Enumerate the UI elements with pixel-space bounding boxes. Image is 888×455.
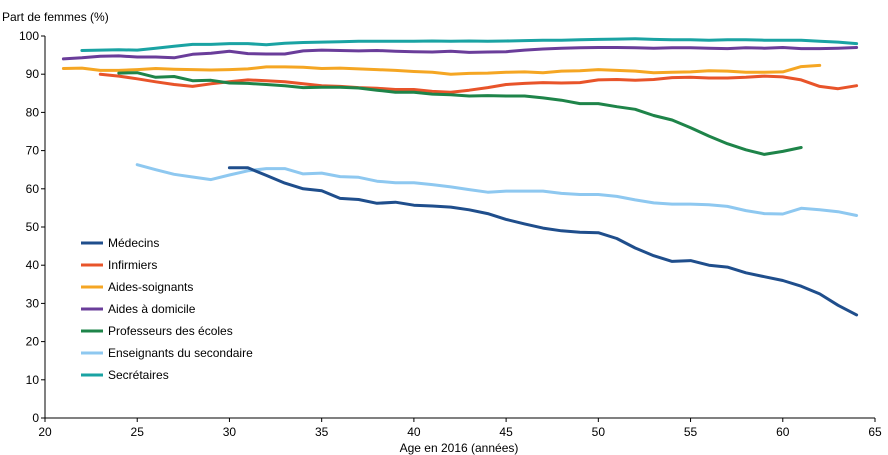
x-tick-label: 25 <box>131 425 145 439</box>
legend-label-infirmiers: Infirmiers <box>108 258 157 272</box>
legend-label-secretaires: Secrétaires <box>108 368 169 382</box>
y-tick-label: 80 <box>26 105 40 119</box>
y-axis-label: Part de femmes (%) <box>2 10 109 24</box>
x-tick-label: 40 <box>407 425 421 439</box>
x-axis-label: Age en 2016 (années) <box>400 441 519 455</box>
series-line-medecins <box>227 166 859 317</box>
legend-label-medecins: Médecins <box>108 236 159 250</box>
axes: 0 10 20 30 40 50 60 70 80 90 100 20 25 30 35 40 45 50 55 60… <box>19 29 882 439</box>
y-tick-label: 40 <box>26 258 40 272</box>
y-tick-label: 10 <box>26 373 40 387</box>
series-line-secretaires <box>80 37 859 52</box>
y-tick-label: 100 <box>19 29 39 43</box>
legend-label-professeurs-des-ecoles: Professeurs des écoles <box>108 324 233 338</box>
series-line-aides-a-domicile <box>61 46 859 61</box>
legend: Médecins Infirmiers Aides-soignants Aides à… <box>81 236 253 382</box>
series-line-aides-soignants <box>61 63 822 76</box>
y-tick-label: 20 <box>26 335 40 349</box>
y-tick-label: 50 <box>26 220 40 234</box>
y-tick-label: 0 <box>32 411 39 425</box>
x-tick-label: 45 <box>499 425 513 439</box>
legend-label-enseignants-du-secondaire: Enseignants du secondaire <box>108 346 253 360</box>
x-tick-label: 65 <box>868 425 882 439</box>
legend-label-aides-soignants: Aides-soignants <box>108 280 193 294</box>
y-tick-label: 70 <box>26 144 40 158</box>
series-lines <box>61 37 859 317</box>
legend-label-aides-a-domicile: Aides à domicile <box>108 302 196 316</box>
y-tick-label: 30 <box>26 296 40 310</box>
series-line-professeurs-des-ecoles <box>117 71 803 156</box>
y-tick-label: 60 <box>26 182 40 196</box>
x-tick-label: 20 <box>38 425 52 439</box>
x-tick-label: 60 <box>776 425 790 439</box>
y-tick-label: 90 <box>26 67 40 81</box>
x-tick-label: 35 <box>315 425 329 439</box>
x-tick-label: 50 <box>592 425 606 439</box>
x-tick-label: 30 <box>223 425 237 439</box>
x-tick-label: 55 <box>684 425 698 439</box>
series-line-enseignants-du-secondaire <box>135 163 859 217</box>
series-line-infirmiers <box>98 72 859 94</box>
